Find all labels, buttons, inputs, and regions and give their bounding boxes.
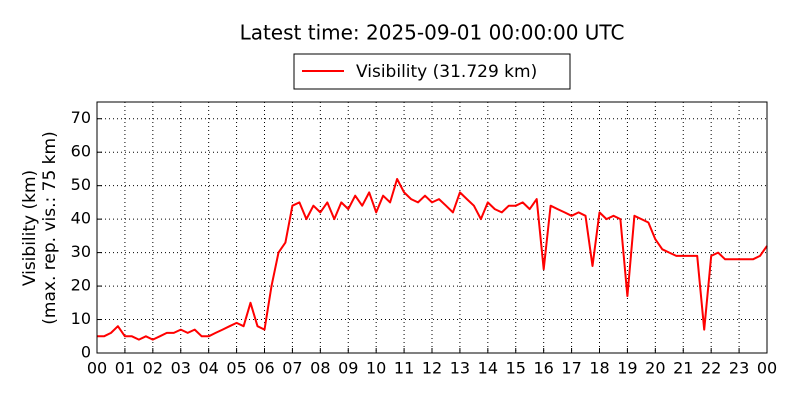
x-tick-label: 06 — [254, 359, 274, 378]
x-tick-label: 18 — [589, 359, 609, 378]
legend-label: Visibility (31.729 km) — [356, 62, 537, 82]
x-tick-label: 04 — [198, 359, 218, 378]
x-tick-label: 08 — [310, 359, 330, 378]
x-tick-label: 02 — [143, 359, 163, 378]
x-tick-label: 10 — [366, 359, 386, 378]
x-tick-label: 17 — [561, 359, 581, 378]
x-tick-label: 03 — [171, 359, 191, 378]
y-tick-label: 30 — [71, 242, 91, 261]
x-tick-label: 16 — [533, 359, 553, 378]
y-axis-label: (max. rep. vis.: 75 km) — [40, 131, 60, 324]
y-tick-label: 40 — [71, 209, 91, 228]
x-tick-label: 00 — [87, 359, 107, 378]
plot-frame — [96, 101, 768, 354]
y-axis-label: Visibility (km) — [20, 170, 40, 286]
y-tick-label: 60 — [71, 142, 91, 161]
x-tick-label: 11 — [394, 359, 414, 378]
x-tick-label: 19 — [617, 359, 637, 378]
x-tick-label: 23 — [729, 359, 749, 378]
x-tick-label: 01 — [115, 359, 135, 378]
x-tick-label: 13 — [450, 359, 470, 378]
x-tick-label: 09 — [338, 359, 358, 378]
y-tick-label: 10 — [71, 309, 91, 328]
x-tick-label: 00 — [757, 359, 777, 378]
y-tick-label: 0 — [81, 343, 91, 362]
x-tick-label: 07 — [282, 359, 302, 378]
y-tick-label: 20 — [71, 276, 91, 295]
x-tick-label: 12 — [422, 359, 442, 378]
x-tick-label: 15 — [506, 359, 526, 378]
x-tick-label: 05 — [226, 359, 246, 378]
data-line — [97, 178, 768, 341]
x-tick-label: 22 — [701, 359, 721, 378]
y-tick-label: 50 — [71, 175, 91, 194]
chart-title: Latest time: 2025-09-01 00:00:00 UTC — [240, 21, 625, 45]
x-tick-label: 20 — [645, 359, 665, 378]
x-tick-label: 21 — [673, 359, 693, 378]
y-tick-label: 70 — [71, 108, 91, 127]
x-tick-label: 14 — [478, 359, 498, 378]
